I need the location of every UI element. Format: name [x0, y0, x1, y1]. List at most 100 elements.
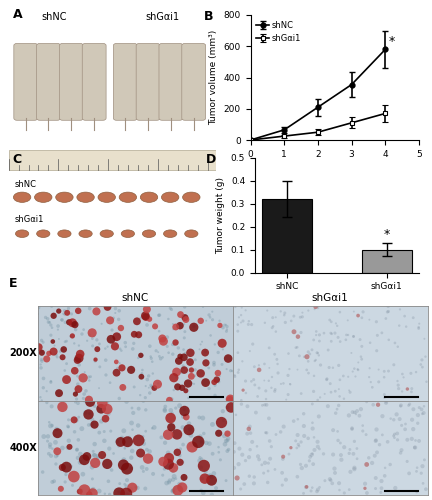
Point	[65, 423, 72, 431]
Point	[236, 444, 243, 452]
Point	[210, 358, 217, 366]
Point	[215, 448, 222, 456]
Point	[367, 339, 374, 347]
Point	[89, 463, 95, 471]
Point	[311, 357, 318, 365]
Point	[404, 436, 411, 444]
Point	[71, 416, 78, 424]
Point	[329, 480, 336, 488]
Point	[48, 378, 54, 386]
Point	[362, 480, 368, 488]
Point	[314, 304, 321, 312]
Point	[128, 454, 135, 462]
Point	[224, 404, 231, 411]
Point	[271, 387, 278, 395]
Point	[69, 482, 76, 490]
Point	[223, 326, 230, 334]
Point	[305, 306, 312, 314]
FancyBboxPatch shape	[37, 44, 60, 120]
Point	[90, 485, 97, 493]
Point	[344, 316, 351, 324]
Point	[182, 350, 189, 358]
Point	[35, 310, 41, 318]
Point	[168, 395, 175, 403]
Point	[399, 388, 406, 396]
Point	[143, 446, 150, 454]
Point	[135, 422, 142, 430]
Point	[77, 450, 84, 458]
Point	[119, 384, 126, 392]
Point	[51, 342, 58, 349]
Point	[159, 354, 166, 362]
Point	[410, 314, 417, 322]
Point	[63, 463, 70, 471]
Point	[287, 444, 294, 452]
Point	[309, 424, 316, 432]
Point	[144, 376, 151, 384]
Point	[181, 364, 188, 372]
Point	[151, 384, 158, 392]
Point	[280, 452, 286, 460]
Point	[311, 434, 318, 442]
Point	[384, 308, 391, 316]
Point	[35, 343, 42, 351]
Point	[309, 450, 316, 458]
Point	[191, 372, 198, 380]
Point	[38, 357, 45, 365]
Point	[346, 446, 353, 454]
Point	[265, 414, 272, 422]
Point	[181, 334, 188, 342]
Point	[163, 479, 170, 487]
Point	[408, 384, 415, 392]
Point	[359, 422, 366, 430]
Point	[108, 466, 115, 474]
Point	[305, 358, 311, 366]
Point	[79, 454, 86, 462]
Point	[190, 440, 197, 448]
Point	[404, 385, 411, 393]
Point	[363, 489, 370, 497]
Point	[298, 328, 305, 336]
Point	[350, 332, 357, 340]
Point	[238, 318, 245, 326]
Point	[123, 482, 130, 490]
Point	[49, 338, 56, 345]
Point	[204, 472, 211, 480]
Point	[353, 444, 360, 452]
Point	[149, 470, 156, 478]
Point	[224, 430, 231, 438]
Point	[172, 338, 179, 346]
Point	[142, 394, 149, 402]
Point	[54, 452, 61, 460]
Point	[92, 459, 98, 467]
FancyBboxPatch shape	[136, 44, 160, 120]
Point	[141, 436, 148, 444]
Point	[302, 483, 309, 491]
Point	[391, 434, 398, 442]
Point	[314, 486, 321, 494]
Point	[96, 340, 103, 348]
Point	[277, 428, 284, 436]
Point	[206, 311, 213, 319]
Point	[169, 350, 176, 358]
Point	[285, 390, 292, 398]
Point	[105, 478, 112, 486]
Point	[198, 486, 205, 494]
Point	[366, 364, 373, 372]
Point	[215, 429, 222, 437]
Point	[268, 384, 275, 392]
Point	[107, 427, 114, 435]
Point	[224, 447, 231, 455]
Point	[331, 469, 338, 477]
Point	[189, 443, 196, 451]
Point	[71, 428, 78, 436]
Point	[285, 372, 292, 380]
Point	[121, 427, 127, 435]
Point	[208, 491, 215, 499]
Point	[92, 357, 98, 365]
Point	[271, 350, 278, 358]
Point	[375, 378, 382, 386]
Point	[71, 340, 78, 347]
Point	[376, 440, 383, 448]
Point	[90, 448, 97, 456]
